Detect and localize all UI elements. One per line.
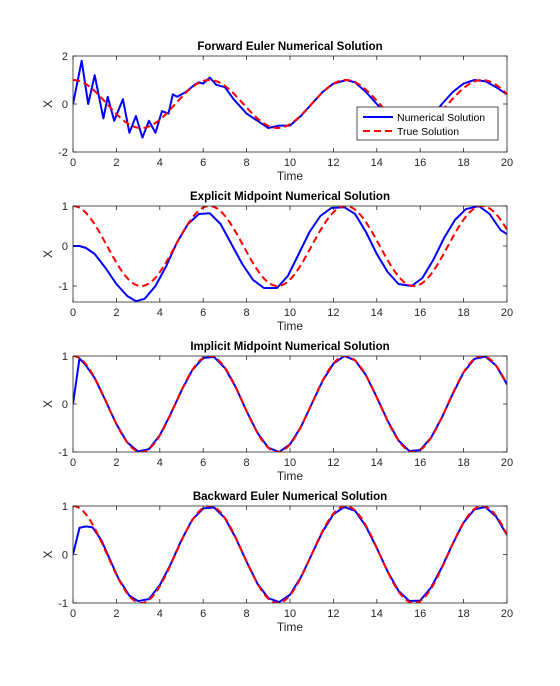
y-axis-label: X — [41, 400, 55, 408]
x-tick-label: 18 — [457, 307, 469, 319]
x-tick-label: 8 — [244, 608, 250, 620]
x-tick-label: 2 — [113, 457, 119, 469]
x-tick-label: 14 — [371, 608, 383, 620]
x-tick-label: 20 — [501, 457, 513, 469]
series-line-true-solution — [73, 206, 507, 287]
x-tick-label: 16 — [414, 157, 426, 169]
chart-title: Forward Euler Numerical Solution — [197, 41, 382, 53]
y-axis-label: X — [41, 100, 55, 108]
series-line-true-solution — [73, 356, 507, 452]
x-tick-label: 18 — [457, 157, 469, 169]
x-tick-label: 12 — [327, 157, 339, 169]
y-tick-label: 0 — [62, 99, 68, 111]
y-tick-label: -2 — [58, 147, 68, 159]
x-tick-label: 12 — [327, 307, 339, 319]
x-tick-label: 8 — [244, 307, 250, 319]
y-tick-label: 1 — [62, 201, 68, 213]
x-tick-label: 18 — [457, 457, 469, 469]
legend-label: True Solution — [397, 126, 459, 138]
x-axis-label: Time — [277, 620, 304, 634]
plot-area — [73, 206, 507, 302]
x-axis-label: Time — [277, 319, 304, 333]
series-line-true-solution — [73, 506, 507, 603]
x-tick-label: 18 — [457, 608, 469, 620]
chart-title: Explicit Midpoint Numerical Solution — [190, 191, 390, 203]
y-tick-label: 2 — [62, 51, 68, 63]
x-axis-label: Time — [277, 169, 304, 183]
x-tick-label: 0 — [70, 608, 76, 620]
x-tick-label: 8 — [244, 157, 250, 169]
x-tick-label: 16 — [414, 307, 426, 319]
x-tick-label: 8 — [244, 457, 250, 469]
y-tick-label: 1 — [62, 351, 68, 363]
y-axis-label: X — [41, 550, 55, 558]
y-tick-label: 0 — [62, 399, 68, 411]
x-tick-label: 20 — [501, 157, 513, 169]
plot-area — [73, 506, 507, 603]
x-tick-label: 10 — [284, 157, 296, 169]
x-tick-label: 6 — [200, 457, 206, 469]
y-tick-label: -1 — [58, 598, 68, 610]
x-tick-label: 14 — [371, 157, 383, 169]
x-tick-label: 6 — [200, 608, 206, 620]
axes-background — [73, 356, 507, 452]
axes-background — [73, 206, 507, 302]
x-tick-label: 14 — [371, 307, 383, 319]
x-tick-label: 0 — [70, 457, 76, 469]
x-tick-label: 4 — [157, 307, 163, 319]
subplot-2: 0 2 4 6 8 10 12 14 16 18 20 -1 0 1 Explicit Midpoint N… — [41, 191, 513, 333]
chart-title: Implicit Midpoint Numerical Solution — [190, 341, 389, 353]
x-tick-label: 12 — [327, 457, 339, 469]
x-tick-label: 0 — [70, 157, 76, 169]
x-axis-label: Time — [277, 469, 304, 483]
x-tick-label: 6 — [200, 157, 206, 169]
x-tick-label: 6 — [200, 307, 206, 319]
y-tick-label: -1 — [58, 281, 68, 293]
x-tick-label: 2 — [113, 157, 119, 169]
y-tick-label: 0 — [62, 550, 68, 562]
y-tick-label: 1 — [62, 501, 68, 513]
x-tick-label: 4 — [157, 608, 163, 620]
legend-label: Numerical Solution — [397, 112, 485, 124]
x-tick-label: 2 — [113, 307, 119, 319]
x-tick-label: 4 — [157, 157, 163, 169]
y-tick-label: -1 — [58, 447, 68, 459]
x-tick-label: 14 — [371, 457, 383, 469]
x-tick-label: 4 — [157, 457, 163, 469]
y-axis-label: X — [41, 250, 55, 258]
y-tick-label: 0 — [62, 241, 68, 253]
x-tick-label: 10 — [284, 457, 296, 469]
x-tick-label: 12 — [327, 608, 339, 620]
x-tick-label: 2 — [113, 608, 119, 620]
x-tick-label: 0 — [70, 307, 76, 319]
legend: Numerical Solution True Solution — [356, 106, 499, 141]
x-tick-label: 20 — [501, 307, 513, 319]
chart-title: Backward Euler Numerical Solution — [193, 491, 387, 503]
x-tick-label: 16 — [414, 608, 426, 620]
x-tick-label: 16 — [414, 457, 426, 469]
plot-area — [73, 356, 507, 452]
x-tick-label: 10 — [284, 307, 296, 319]
axes-background — [73, 506, 507, 603]
x-tick-label: 20 — [501, 608, 513, 620]
x-tick-label: 10 — [284, 608, 296, 620]
legend-box — [356, 106, 499, 141]
series-line-numerical-solution — [73, 206, 507, 302]
